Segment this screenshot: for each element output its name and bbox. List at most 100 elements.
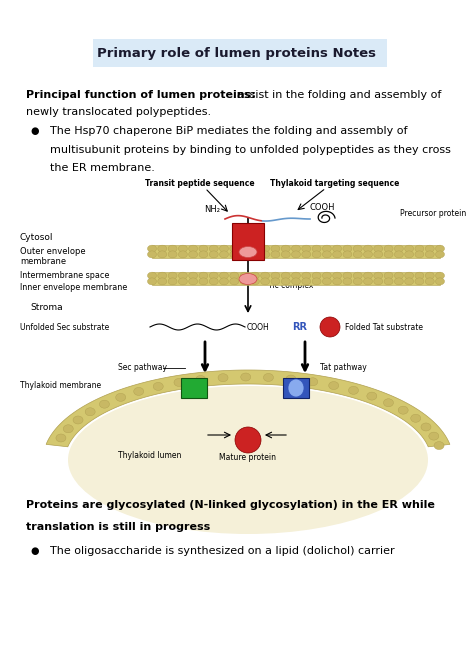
Ellipse shape bbox=[436, 245, 445, 252]
Ellipse shape bbox=[147, 245, 156, 252]
Ellipse shape bbox=[333, 245, 342, 252]
Ellipse shape bbox=[178, 251, 187, 258]
Text: Transit peptide sequence: Transit peptide sequence bbox=[145, 179, 255, 187]
Ellipse shape bbox=[147, 272, 156, 279]
Ellipse shape bbox=[189, 245, 198, 252]
Ellipse shape bbox=[239, 274, 257, 284]
Ellipse shape bbox=[322, 278, 331, 285]
Polygon shape bbox=[46, 370, 450, 447]
Ellipse shape bbox=[230, 245, 239, 252]
Ellipse shape bbox=[250, 272, 259, 279]
Ellipse shape bbox=[312, 272, 321, 279]
Ellipse shape bbox=[68, 386, 428, 534]
Ellipse shape bbox=[100, 400, 109, 408]
Circle shape bbox=[320, 317, 340, 337]
Ellipse shape bbox=[405, 245, 414, 252]
Ellipse shape bbox=[240, 251, 249, 258]
Ellipse shape bbox=[292, 272, 301, 279]
Ellipse shape bbox=[405, 278, 414, 285]
Ellipse shape bbox=[147, 251, 156, 258]
Ellipse shape bbox=[218, 374, 228, 382]
Ellipse shape bbox=[302, 272, 311, 279]
Ellipse shape bbox=[240, 245, 249, 252]
Ellipse shape bbox=[250, 251, 259, 258]
Ellipse shape bbox=[343, 251, 352, 258]
Ellipse shape bbox=[250, 245, 259, 252]
Ellipse shape bbox=[302, 245, 311, 252]
Ellipse shape bbox=[261, 245, 270, 252]
Ellipse shape bbox=[398, 406, 408, 414]
Ellipse shape bbox=[353, 245, 362, 252]
Text: Toc complex: Toc complex bbox=[268, 248, 315, 256]
Ellipse shape bbox=[384, 272, 393, 279]
Text: Cytosol: Cytosol bbox=[20, 233, 54, 242]
Ellipse shape bbox=[312, 278, 321, 285]
Ellipse shape bbox=[343, 272, 352, 279]
Ellipse shape bbox=[134, 387, 144, 395]
Ellipse shape bbox=[425, 272, 434, 279]
Ellipse shape bbox=[415, 272, 424, 279]
Text: Thylakoid lumen: Thylakoid lumen bbox=[118, 450, 182, 460]
Text: Folded Tat substrate: Folded Tat substrate bbox=[345, 322, 423, 332]
Text: Mature protein: Mature protein bbox=[219, 454, 276, 462]
Ellipse shape bbox=[239, 246, 257, 258]
Ellipse shape bbox=[425, 251, 434, 258]
Ellipse shape bbox=[199, 272, 208, 279]
Ellipse shape bbox=[63, 425, 73, 433]
Text: The Hsp70 chaperone BiP mediates the folding and assembly of: The Hsp70 chaperone BiP mediates the fol… bbox=[50, 126, 408, 136]
Text: Thylakoid targeting sequence: Thylakoid targeting sequence bbox=[270, 179, 400, 187]
Ellipse shape bbox=[189, 251, 198, 258]
Ellipse shape bbox=[281, 272, 290, 279]
Ellipse shape bbox=[343, 245, 352, 252]
Ellipse shape bbox=[219, 245, 228, 252]
Ellipse shape bbox=[219, 278, 228, 285]
Ellipse shape bbox=[168, 245, 177, 252]
Ellipse shape bbox=[189, 278, 198, 285]
Ellipse shape bbox=[322, 245, 331, 252]
Text: multisubunit proteins by binding to unfolded polypeptides as they cross: multisubunit proteins by binding to unfo… bbox=[50, 145, 451, 155]
Ellipse shape bbox=[333, 272, 342, 279]
Ellipse shape bbox=[240, 278, 249, 285]
Ellipse shape bbox=[281, 251, 290, 258]
Ellipse shape bbox=[405, 272, 414, 279]
Text: the ER membrane.: the ER membrane. bbox=[50, 163, 155, 173]
Ellipse shape bbox=[429, 432, 439, 440]
Ellipse shape bbox=[394, 272, 403, 279]
Text: Tat pathway: Tat pathway bbox=[320, 363, 367, 373]
Text: RR: RR bbox=[292, 322, 308, 332]
Text: Intermembrane space: Intermembrane space bbox=[20, 270, 109, 280]
Ellipse shape bbox=[230, 251, 239, 258]
Ellipse shape bbox=[281, 245, 290, 252]
Ellipse shape bbox=[209, 272, 218, 279]
Ellipse shape bbox=[168, 251, 177, 258]
Ellipse shape bbox=[353, 272, 362, 279]
Ellipse shape bbox=[411, 414, 421, 422]
Bar bbox=[283, 378, 309, 398]
Ellipse shape bbox=[209, 251, 218, 258]
Ellipse shape bbox=[230, 272, 239, 279]
Text: assist in the folding and assembly of: assist in the folding and assembly of bbox=[237, 90, 441, 100]
Ellipse shape bbox=[178, 278, 187, 285]
Ellipse shape bbox=[73, 416, 83, 424]
Ellipse shape bbox=[421, 423, 431, 431]
Ellipse shape bbox=[56, 434, 66, 442]
Ellipse shape bbox=[168, 278, 177, 285]
Ellipse shape bbox=[261, 272, 270, 279]
Ellipse shape bbox=[292, 245, 301, 252]
Ellipse shape bbox=[434, 442, 444, 450]
Ellipse shape bbox=[364, 272, 373, 279]
Ellipse shape bbox=[333, 278, 342, 285]
Ellipse shape bbox=[116, 393, 126, 401]
Text: Unfolded Sec substrate: Unfolded Sec substrate bbox=[20, 322, 109, 332]
Ellipse shape bbox=[292, 251, 301, 258]
Bar bbox=[152, 245, 440, 258]
Ellipse shape bbox=[271, 245, 280, 252]
Ellipse shape bbox=[302, 251, 311, 258]
Text: Sec pathway: Sec pathway bbox=[118, 363, 167, 373]
Ellipse shape bbox=[312, 245, 321, 252]
Ellipse shape bbox=[178, 272, 187, 279]
Ellipse shape bbox=[333, 251, 342, 258]
Ellipse shape bbox=[271, 251, 280, 258]
Ellipse shape bbox=[436, 272, 445, 279]
Ellipse shape bbox=[425, 278, 434, 285]
